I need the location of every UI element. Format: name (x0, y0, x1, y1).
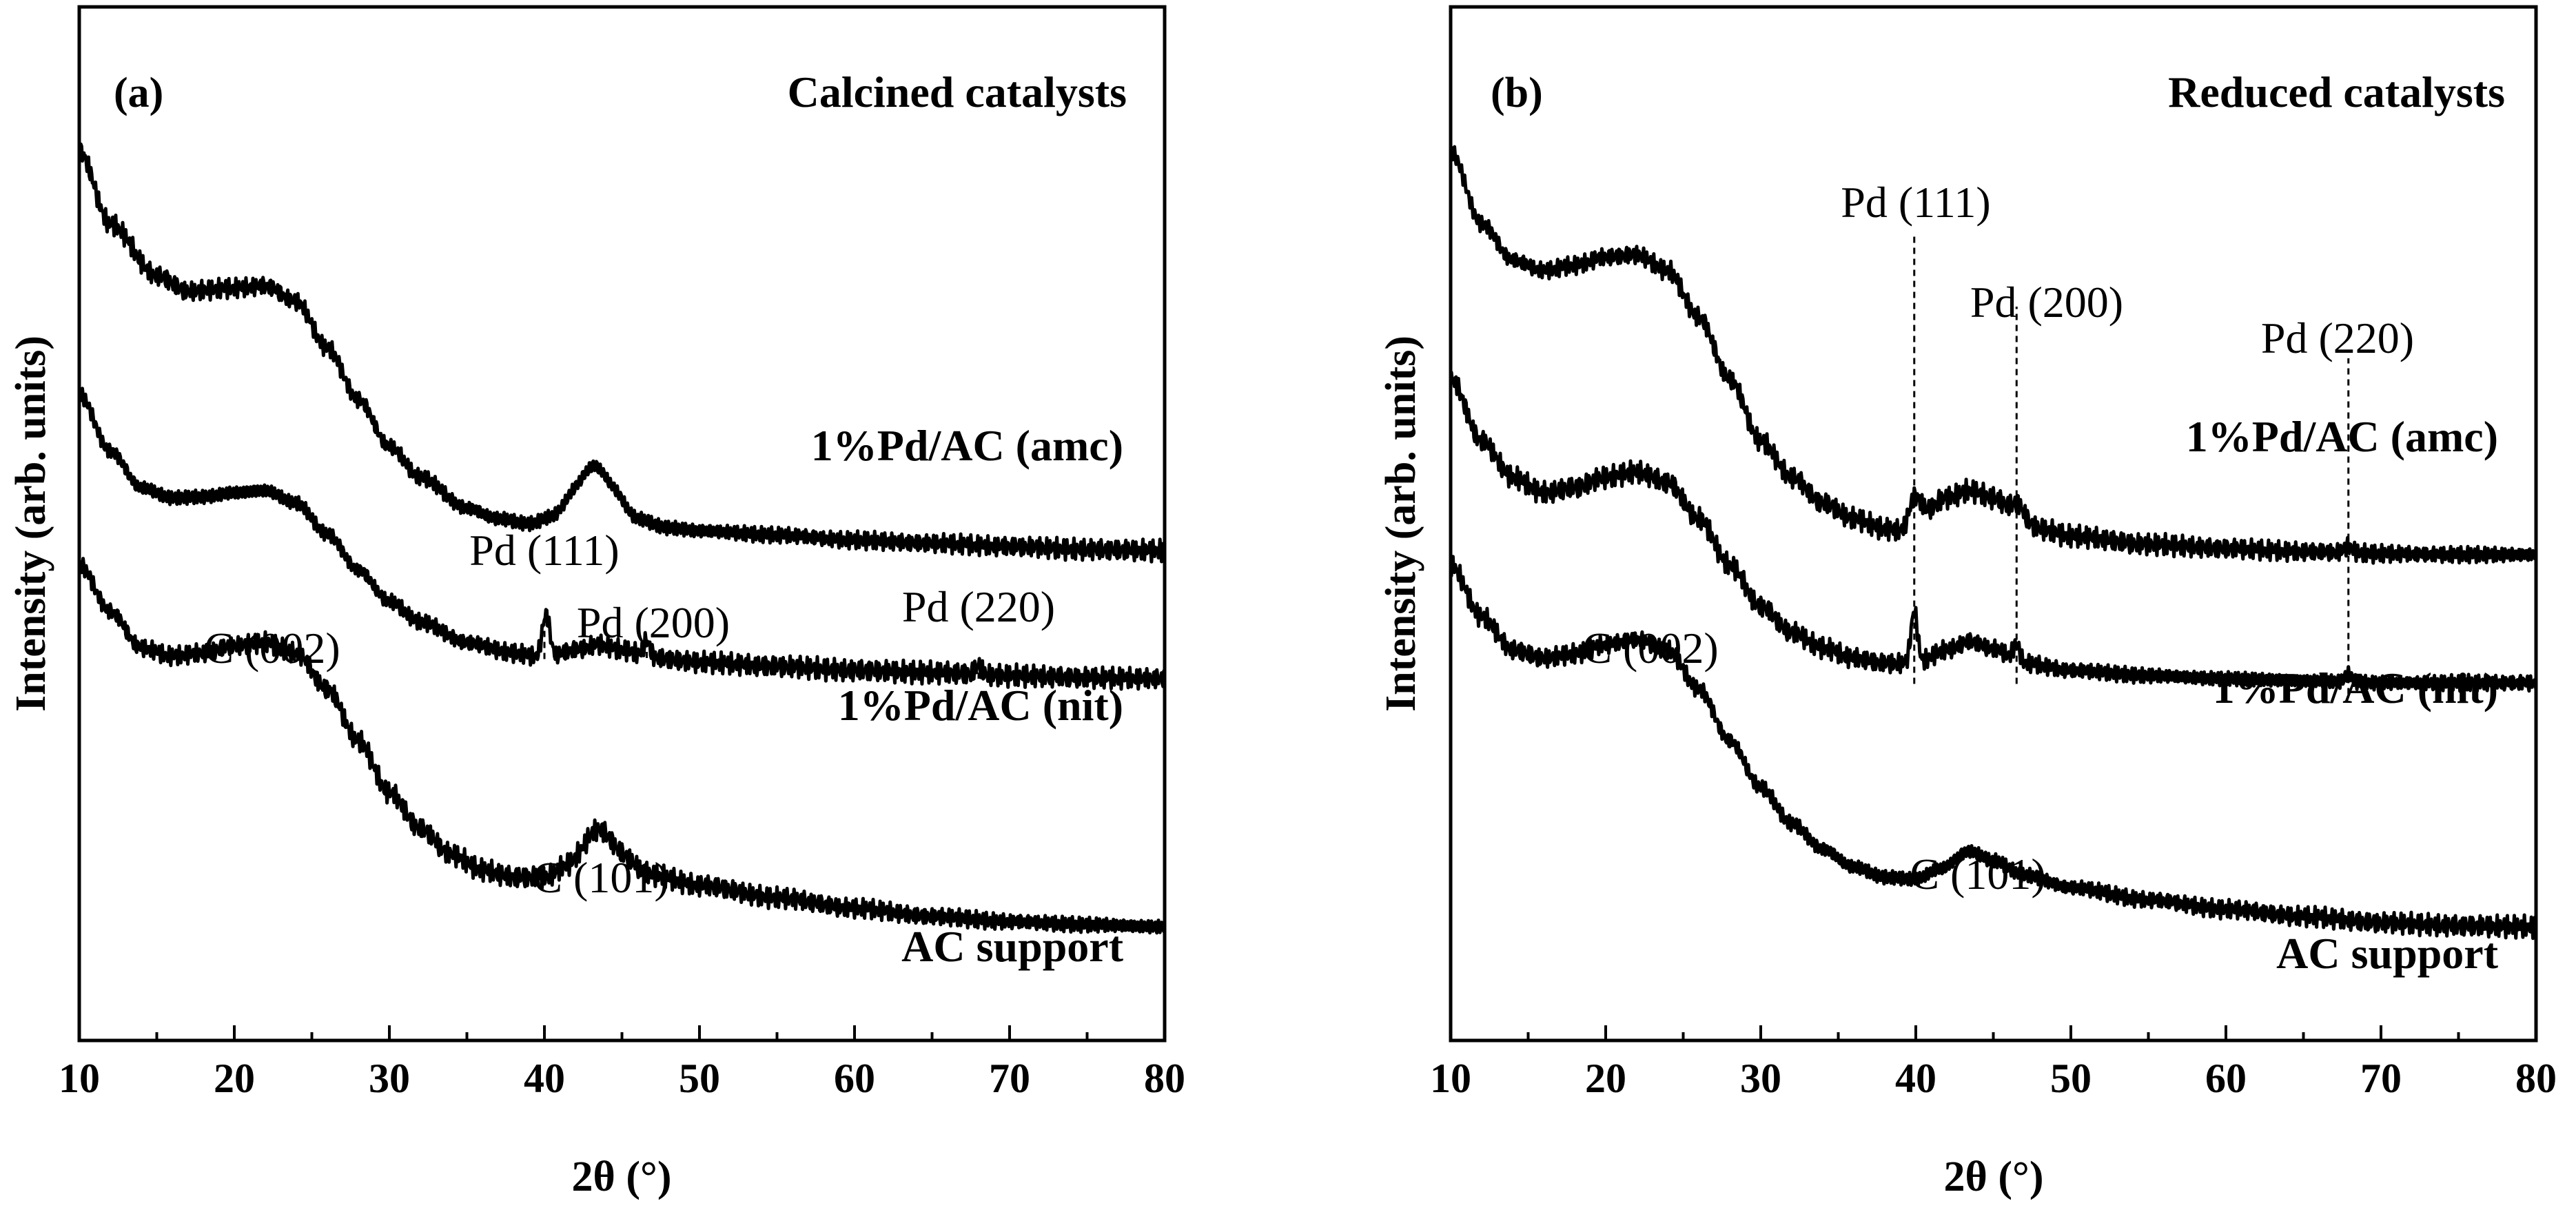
panel-a-peak-label-c101: C (101) (533, 853, 668, 902)
panel-a-trace-ac-support (77, 557, 1167, 935)
panel-b-trace-amc (1449, 145, 2538, 565)
panel-a-x-tick-label-60: 60 (834, 1056, 875, 1101)
panel-b-plot-frame (1449, 5, 2538, 1043)
panel-a-peak-label-pd200: Pd (200) (577, 598, 730, 647)
panel-a-x-tick-label-50: 50 (679, 1056, 720, 1101)
panel-b-x-tick-label-50: 50 (2050, 1056, 2092, 1101)
panel-a-x-axis-title: 2θ (°) (572, 1153, 672, 1200)
panel-a-series-label-nit: 1%Pd/AC (nit) (838, 681, 1123, 730)
panel-a-x-tick-label-40: 40 (524, 1056, 565, 1101)
panel-b-series-label-amc: 1%Pd/AC (amc) (2186, 412, 2498, 461)
panel-b-x-tick-label-10: 10 (1430, 1056, 1471, 1101)
panel-a-x-tick-label-70: 70 (989, 1056, 1030, 1101)
panel-a-x-tick-label-10: 10 (59, 1056, 100, 1101)
panel-b-x-tick-label-60: 60 (2205, 1056, 2247, 1101)
panel-b-y-axis-title: Intensity (arb. units) (1378, 336, 1424, 712)
panel-b-x-ticks: 10 20 30 40 50 60 70 80 (1430, 1025, 2557, 1101)
panel-a-trace-nit (77, 387, 1167, 691)
panel-a-traces (77, 142, 1167, 935)
panel-a-trace-amc (77, 142, 1167, 564)
panel-a-plot-frame (77, 5, 1167, 1043)
panel-a-peak-label-pd111: Pd (111) (469, 526, 619, 575)
panel-a-series-label-amc: 1%Pd/AC (amc) (811, 421, 1123, 470)
panel-a-title: Calcined catalysts (788, 68, 1127, 116)
panel-b-x-tick-label-30: 30 (1740, 1056, 1781, 1101)
panel-a-x-tick-label-30: 30 (369, 1056, 410, 1101)
panel-b-series-label-nit: 1%Pd/AC (nit) (2213, 664, 2498, 712)
panel-a-x-tick-label-20: 20 (214, 1056, 255, 1101)
panel-b-trace-nit (1449, 371, 2538, 693)
panel-b-x-tick-label-40: 40 (1895, 1056, 1936, 1101)
panel-b-reference-lines (1913, 234, 2350, 695)
panel-b-peak-label-c002: C (002) (1582, 624, 1718, 673)
panel-a-label: (a) (114, 70, 163, 116)
panel-a-reference-lines (543, 617, 980, 679)
panel-b-trace-ac-support (1449, 555, 2538, 941)
panel-a-peak-label-c002: C (002) (204, 624, 340, 673)
panel-b-x-tick-label-80: 80 (2515, 1056, 2557, 1101)
panel-b-peak-label-pd220: Pd (220) (2261, 314, 2414, 362)
panel-a-x-tick-label-80: 80 (1144, 1056, 1185, 1101)
panel-b-peak-label-pd111: Pd (111) (1841, 178, 1990, 227)
panel-a-peak-label-pd220: Pd (220) (902, 582, 1055, 631)
panel-b-peak-label-pd200: Pd (200) (1970, 278, 2123, 327)
panel-b-title: Reduced catalysts (2168, 68, 2505, 116)
panel-b: 10 20 30 40 50 60 70 80 (b) Reduced catalysts 1… (1378, 5, 2557, 1200)
panel-a-x-ticks: 10 20 30 40 50 60 70 80 (59, 1025, 1185, 1101)
panel-b-x-axis-title: 2θ (°) (1944, 1153, 2044, 1200)
panel-a-y-axis-title: Intensity (arb. units) (8, 336, 54, 712)
panel-a: 10 20 30 40 50 60 70 80 (a) Calcined catalysts … (8, 5, 1185, 1200)
panel-b-series-label-ac-support: AC support (2276, 929, 2499, 978)
panel-b-traces (1449, 145, 2538, 941)
panel-b-x-tick-label-20: 20 (1585, 1056, 1626, 1101)
panel-b-peak-label-c101: C (101) (1910, 850, 2045, 899)
panel-b-label: (b) (1491, 70, 1543, 116)
panel-a-series-label-ac-support: AC support (901, 922, 1124, 971)
panel-b-x-tick-label-70: 70 (2360, 1056, 2402, 1101)
